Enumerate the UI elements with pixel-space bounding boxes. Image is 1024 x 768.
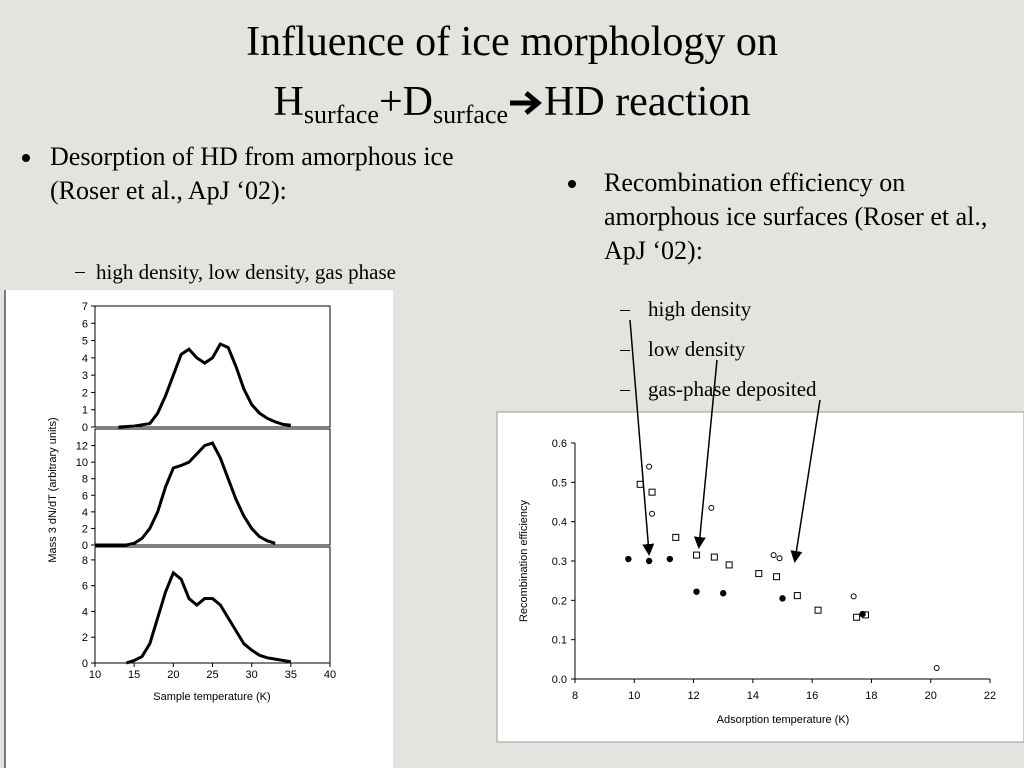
x-tick-label: 25 xyxy=(206,669,218,681)
y-tick-label: 12 xyxy=(76,441,88,453)
point xyxy=(720,590,727,597)
point xyxy=(693,551,701,559)
point xyxy=(710,553,718,561)
y-tick-label: 1 xyxy=(82,405,88,417)
title: Influence of ice morphology on xyxy=(246,19,778,65)
y-tick-label: 6 xyxy=(82,581,88,593)
y-tick-label: 0.6 xyxy=(552,438,567,450)
dash xyxy=(620,390,630,391)
title: Hsurface+Dsurface HD reaction xyxy=(0,76,1024,128)
y-tick-label: 3 xyxy=(82,370,88,382)
sub-bullet-text: low density xyxy=(648,337,746,361)
x-axis-label: Sample temperature (K) xyxy=(153,691,270,703)
point xyxy=(850,593,857,600)
x-tick-label: 10 xyxy=(628,690,640,702)
y-tick-label: 2 xyxy=(82,523,88,535)
dash xyxy=(620,310,630,311)
x-tick-label: 14 xyxy=(747,690,759,702)
point xyxy=(776,555,783,562)
chart-frame xyxy=(5,290,393,768)
bullet-text: Recombination efficiency on amorphous ic… xyxy=(604,168,988,265)
data-line xyxy=(118,342,291,429)
y-tick-label: 2 xyxy=(82,387,88,399)
point xyxy=(773,573,781,581)
dash xyxy=(75,272,85,273)
y-tick-label: 5 xyxy=(82,336,88,348)
x-tick-label: 30 xyxy=(246,669,258,681)
point xyxy=(814,606,822,614)
x-tick-label: 15 xyxy=(128,669,140,681)
sub-bullet-text: high density xyxy=(648,297,752,321)
subscript: surface xyxy=(303,100,379,129)
dash xyxy=(620,350,630,351)
x-axis-label: Adsorption temperature (K) xyxy=(717,714,850,726)
x-tick-label: 35 xyxy=(285,669,297,681)
point xyxy=(770,552,777,559)
panel-frame xyxy=(94,428,331,546)
y-tick-label: 6 xyxy=(82,318,88,330)
point xyxy=(625,555,632,563)
y-axis-label: Mass 3 dN/dT (arbitrary units) xyxy=(47,417,59,562)
panel-frame xyxy=(94,305,331,428)
y-tick-label: 6 xyxy=(82,490,88,502)
y-tick-label: 4 xyxy=(82,606,88,618)
y-tick-label: 0.3 xyxy=(552,556,567,568)
bullet-dot xyxy=(568,180,576,188)
sub-bullet-text: high density, low density, gas phase xyxy=(96,260,396,284)
y-tick-label: 10 xyxy=(76,457,88,469)
bullet-dot xyxy=(22,154,30,162)
x-tick-label: 40 xyxy=(324,669,336,681)
point xyxy=(693,588,700,595)
bullet-text: Desorption of HD from amorphous ice (Ros… xyxy=(50,142,454,205)
arrow-icon xyxy=(510,91,542,115)
y-tick-label: 0 xyxy=(82,658,88,670)
x-tick-label: 12 xyxy=(687,690,699,702)
subscript: surface xyxy=(432,100,509,129)
point xyxy=(853,613,861,621)
x-tick-label: 10 xyxy=(89,669,101,681)
y-tick-label: 0.4 xyxy=(552,517,567,529)
y-tick-label: 2 xyxy=(82,632,88,644)
y-tick-label: 0.2 xyxy=(552,595,567,607)
y-tick-label: 0.0 xyxy=(552,674,567,686)
y-tick-label: 7 xyxy=(82,301,88,313)
point xyxy=(666,555,674,563)
title-text: +D xyxy=(378,79,433,125)
point xyxy=(672,533,680,541)
y-tick-label: 8 xyxy=(82,474,88,486)
point xyxy=(793,592,801,600)
y-axis-label: Recombination efficiency xyxy=(518,499,530,622)
x-tick-label: 18 xyxy=(865,690,877,702)
x-tick-label: 16 xyxy=(806,690,818,702)
x-tick-label: 20 xyxy=(925,690,937,702)
title-text: HD reaction xyxy=(544,79,751,125)
point xyxy=(645,557,653,565)
sub-bullet-text: gas-phase deposited xyxy=(648,377,817,401)
point xyxy=(933,664,940,671)
x-tick-label: 8 xyxy=(572,690,578,702)
point xyxy=(779,595,786,602)
point xyxy=(862,611,869,619)
point xyxy=(725,561,733,569)
y-tick-label: 8 xyxy=(82,555,88,567)
point xyxy=(755,570,763,578)
y-tick-label: 4 xyxy=(82,507,88,519)
x-tick-label: 20 xyxy=(167,669,179,681)
data-line xyxy=(125,570,292,665)
y-tick-label: 0 xyxy=(82,422,88,434)
title-text: H xyxy=(273,79,304,125)
y-tick-label: 0.1 xyxy=(552,635,567,647)
x-tick-label: 22 xyxy=(984,690,996,702)
y-tick-label: 0 xyxy=(82,540,88,552)
data-line xyxy=(95,441,276,547)
y-tick-label: 0.5 xyxy=(552,477,567,489)
y-tick-label: 4 xyxy=(82,353,88,365)
